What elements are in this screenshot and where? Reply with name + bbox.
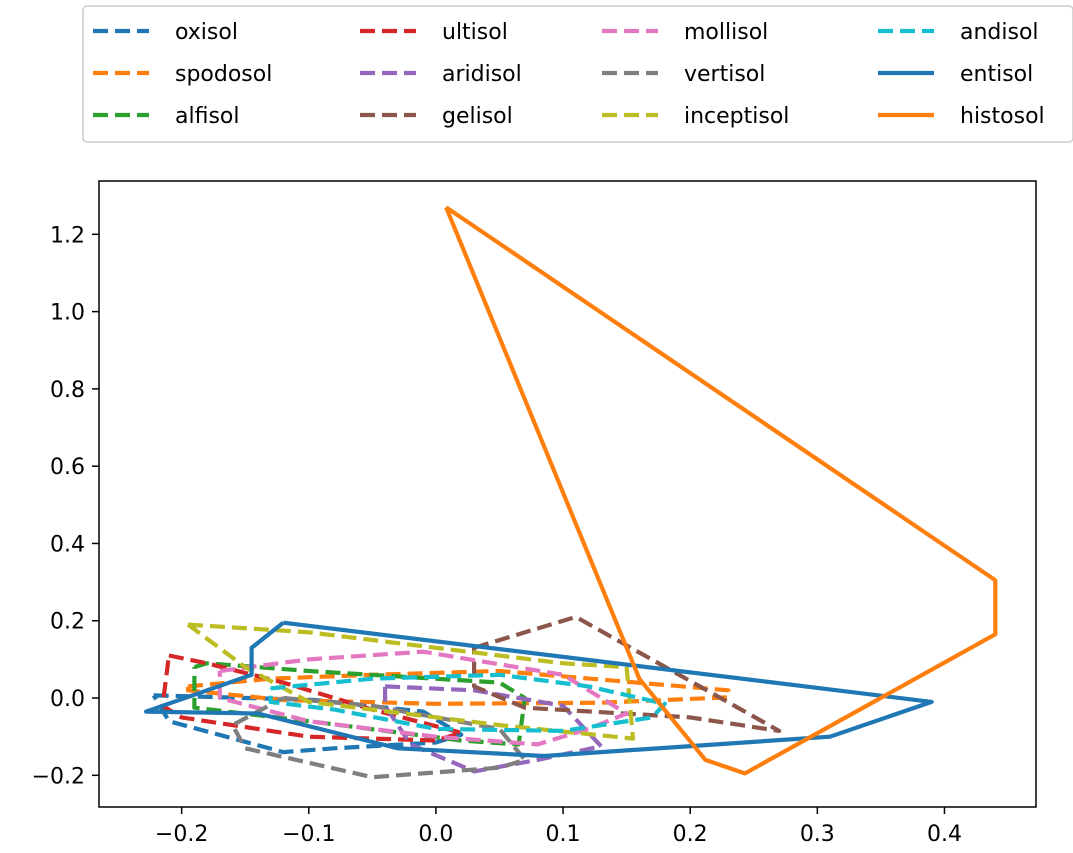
- series-line-spodosol: [185, 668, 731, 706]
- legend-item-histosol: histosol: [878, 104, 1045, 129]
- legend-label: vertisol: [684, 62, 765, 87]
- legend-label: histosol: [960, 104, 1045, 129]
- y-tick-label: 1.0: [50, 301, 85, 326]
- x-tick-label: 0.2: [673, 822, 708, 847]
- series-line-gelisol: [472, 614, 782, 733]
- legend-item-entisol: entisol: [878, 62, 1033, 87]
- y-tick-label: 1.2: [50, 223, 85, 248]
- legend-label: gelisol: [442, 104, 513, 129]
- legend-item-spodosol: spodosol: [93, 62, 272, 87]
- legend-label: aridisol: [442, 62, 522, 87]
- series-line-andisol: [268, 672, 667, 733]
- legend-item-mollisol: mollisol: [602, 20, 768, 45]
- legend-item-andisol: andisol: [878, 20, 1039, 45]
- legend: oxisol spodosol alfisol ultisol aridisol geli…: [82, 5, 1073, 143]
- y-tick-label: 0.6: [50, 455, 85, 480]
- legend-label: entisol: [960, 62, 1033, 87]
- y-tick-label: −0.2: [32, 764, 85, 789]
- legend-item-oxisol: oxisol: [93, 20, 238, 45]
- legend-item-gelisol: gelisol: [360, 104, 513, 129]
- x-tick-label: −0.1: [282, 822, 335, 847]
- legend-item-vertisol: vertisol: [602, 62, 765, 87]
- y-axis: −0.2 0.0 0.2 0.4 0.6 0.8 1.0 1.2: [32, 223, 99, 789]
- legend-item-inceptisol: inceptisol: [602, 104, 789, 129]
- x-tick-label: 0.3: [800, 822, 835, 847]
- series-line-histosol: [444, 205, 998, 776]
- series-line-entisol: [143, 620, 934, 759]
- legend-label: spodosol: [175, 62, 272, 87]
- legend-label: inceptisol: [684, 104, 789, 129]
- x-tick-label: −0.2: [155, 822, 208, 847]
- legend-label: mollisol: [684, 20, 768, 45]
- series-line-oxisol: [151, 693, 464, 755]
- x-tick-label: 0.0: [418, 822, 453, 847]
- legend-label: alfisol: [175, 104, 240, 129]
- x-tick-label: 0.1: [546, 822, 581, 847]
- legend-label: oxisol: [175, 20, 238, 45]
- series-line-mollisol: [217, 649, 629, 747]
- y-tick-label: 0.4: [50, 532, 85, 557]
- series-line-aridisol: [383, 684, 604, 774]
- x-tick-label: 0.4: [927, 822, 962, 847]
- legend-label: andisol: [960, 20, 1039, 45]
- legend-item-aridisol: aridisol: [360, 62, 522, 87]
- y-tick-label: 0.8: [50, 378, 85, 403]
- legend-frame: [82, 5, 1073, 143]
- plot-area-frame: [98, 180, 1037, 808]
- y-tick-label: 0.2: [50, 610, 85, 635]
- series-line-inceptisol: [186, 622, 636, 741]
- series-layer: [143, 205, 998, 780]
- legend-item-ultisol: ultisol: [360, 20, 508, 45]
- legend-item-alfisol: alfisol: [93, 104, 240, 129]
- y-tick-label: 0.0: [50, 687, 85, 712]
- x-axis: −0.2 −0.1 0.0 0.1 0.2 0.3 0.4: [155, 807, 962, 847]
- legend-label: ultisol: [442, 20, 508, 45]
